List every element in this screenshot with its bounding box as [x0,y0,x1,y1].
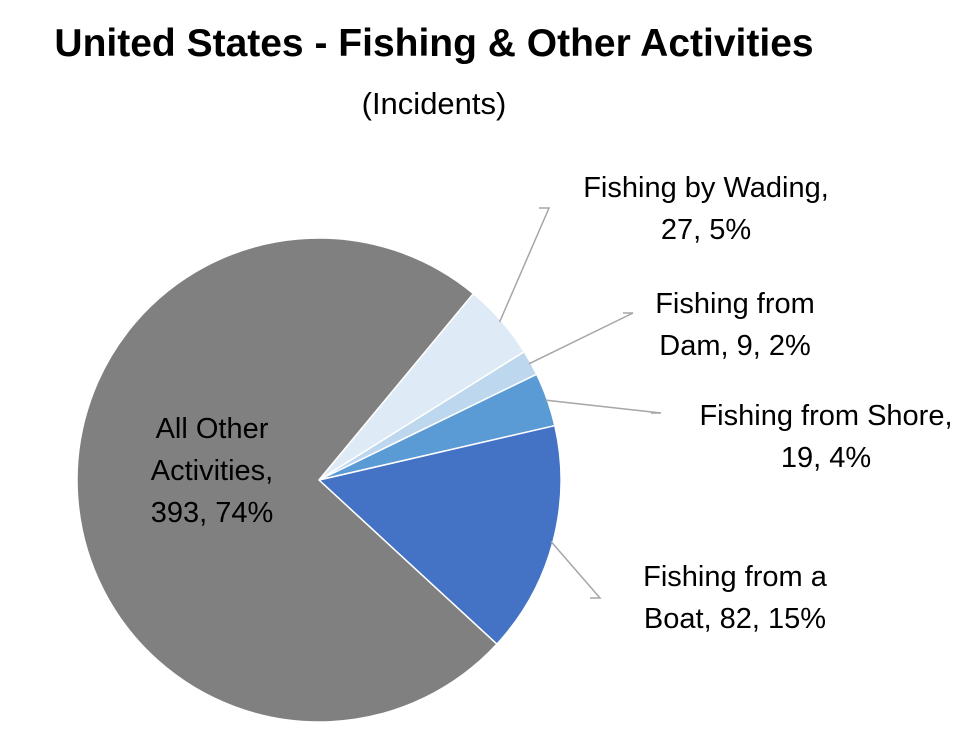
pie-slice-all-other-activities [76,237,498,723]
data-label-fishing-by-wading: Fishing by Wading, 27, 5% [583,172,829,246]
chart-subtitle: (Incidents) [361,86,507,121]
data-label-line: Activities, [151,455,273,487]
data-label-line: 393, 74% [151,497,274,529]
leader-line-fishing-from-shore [545,399,662,414]
data-label-line: Fishing from [655,288,815,320]
pie-slice-fishing-from-shore [318,373,556,481]
data-label-fishing-from-dam: Fishing from Dam, 9, 2% [655,288,815,362]
data-label-all-other-activities: All Other Activities, 393, 74% [151,413,274,529]
data-label-line: All Other [156,413,269,445]
data-label-line: Fishing from a [643,561,828,593]
chart-title: United States - Fishing & Other Activiti… [54,22,814,65]
data-labels: Fishing from a Boat, 82, 15% All Other Acti… [151,172,953,635]
data-label-line: Boat, 82, 15% [644,603,826,635]
data-label-line: Fishing from Shore, [699,400,952,432]
data-label-line: Fishing by Wading, [583,172,829,204]
data-label-line: 27, 5% [661,214,751,246]
leader-line-fishing-from-a-boat [550,541,602,599]
pie-slice-fishing-from-a-boat [317,424,562,646]
data-label-line: Dam, 9, 2% [659,330,811,362]
data-label-fishing-from-shore: Fishing from Shore, 19, 4% [699,400,952,474]
data-label-line: 19, 4% [781,442,871,474]
leader-line-fishing-from-dam [528,312,634,365]
leader-line-fishing-by-wading [498,207,551,323]
leader-lines [498,207,662,599]
data-label-fishing-from-a-boat: Fishing from a Boat, 82, 15% [643,561,828,635]
pie-slices [76,237,562,723]
